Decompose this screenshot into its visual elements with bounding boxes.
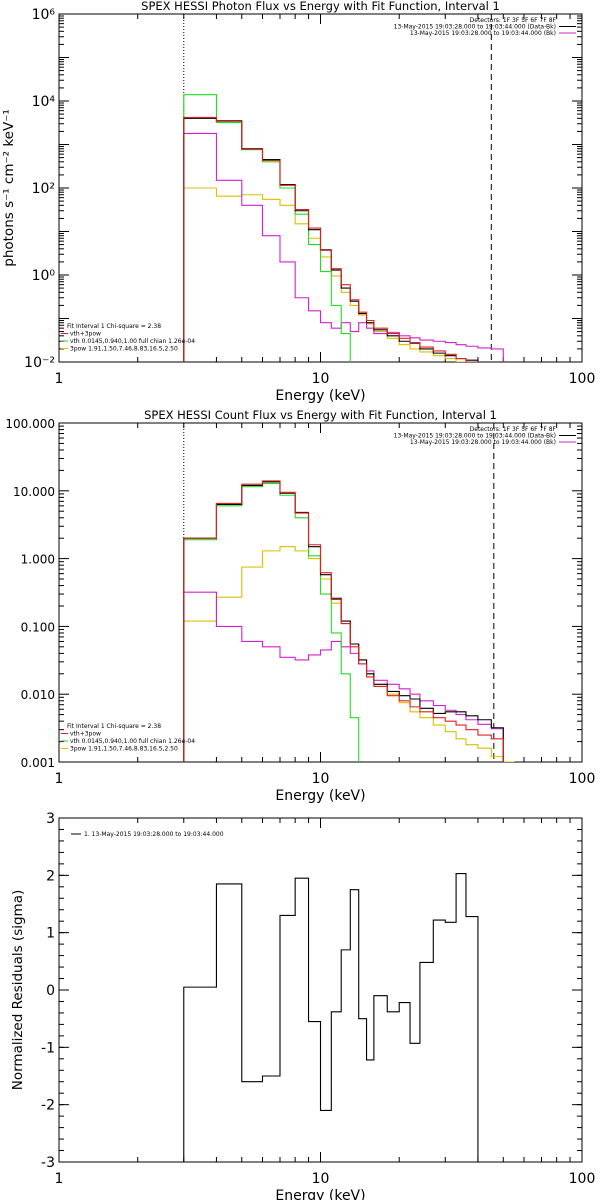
header-line-3: 13-May-2015 19:03:28.000 to 19:03:44.000…	[410, 30, 556, 37]
chart-title: SPEX HESSI Photon Flux vs Energy with Fi…	[141, 0, 500, 13]
header-line-2: 13-May-2015 19:03:28.000 to 19:03:44.000…	[394, 24, 556, 31]
plot-area	[183, 94, 504, 362]
y-tick-label: 10.000	[13, 485, 55, 499]
fit-info-line-2: vth+3pow	[70, 331, 101, 338]
y-tick-label: 10⁶	[32, 7, 56, 23]
series-line-pow	[183, 187, 504, 362]
fit-info-line-4: 3pow 1.91,1.50,7.46,8.83,16.5,2.50	[70, 746, 178, 753]
chart-title: SPEX HESSI Count Flux vs Energy with Fit…	[144, 408, 497, 422]
header-line-1: Detectors: 1F 3F 5F 6F 7F 8F	[470, 426, 557, 433]
x-tick-label: 100	[569, 771, 596, 787]
y-tick-label: 2	[46, 868, 55, 884]
y-tick-label: 1.000	[21, 553, 55, 567]
x-tick-label: 1	[55, 771, 64, 787]
series-line-data	[183, 873, 479, 1162]
series-line-fit	[183, 480, 504, 762]
y-tick-label: 10⁰	[32, 268, 56, 284]
series-line-data	[183, 481, 504, 762]
x-tick-label: 10	[312, 1171, 330, 1187]
x-axis-label: Energy (keV)	[275, 1188, 365, 1200]
chart-panel-3: 1 10 100 Energy (keV) -3 -2 -1 0 1 2 3 Normalized R…	[10, 811, 595, 1200]
x-tick-label: 100	[569, 1171, 596, 1187]
y-axis-label: photons s⁻¹ cm⁻² keV⁻¹	[1, 109, 17, 267]
chart-panel-1: SPEX HESSI Photon Flux vs Energy with Fi…	[1, 0, 596, 404]
x-tick-label: 10	[312, 771, 330, 787]
x-tick-label: 1	[55, 371, 64, 387]
x-axis-label: Energy (keV)	[275, 788, 365, 804]
fit-info-line-3: vth 0.0145,0.940,1.00 full chian 1.26e-0…	[70, 738, 195, 745]
series-line-pow	[183, 546, 525, 762]
y-tick-label: 0	[46, 983, 55, 999]
y-tick-label: 0.010	[21, 688, 55, 702]
y-tick-label: 0.001	[21, 756, 55, 770]
y-axis-label: Normalized Residuals (sigma)	[10, 890, 26, 1091]
y-tick-label: -1	[41, 1040, 55, 1056]
chart-panel-2: SPEX HESSI Count Flux vs Energy with Fit…	[5, 408, 596, 804]
fit-info-line-1: Fit Interval 1 Chi-square = 2.38	[67, 723, 161, 730]
y-tick-label: 10⁴	[32, 94, 56, 110]
series-line-bk	[183, 591, 504, 762]
header-line-3: 13-May-2015 19:03:28.000 to 19:03:44.000…	[410, 439, 556, 446]
x-tick-label: 1	[55, 1171, 64, 1187]
y-tick-label: 100.000	[5, 417, 55, 431]
plot-area	[183, 480, 525, 762]
fit-info-line-3: vth 0.0145,0.940,1.00 full chian 1.26e-0…	[70, 338, 195, 345]
series-line-data	[183, 117, 504, 362]
plot-frame	[58, 13, 583, 363]
y-tick-label: -2	[41, 1098, 55, 1114]
y-tick-label: 3	[46, 811, 55, 827]
series-line-vth	[183, 94, 504, 362]
y-tick-label: 10²	[32, 181, 55, 197]
series-line-bk	[183, 132, 504, 362]
x-tick-label: 10	[312, 371, 330, 387]
fit-info-line-1: Fit Interval 1 Chi-square = 2.38	[67, 323, 161, 330]
x-tick-label: 100	[569, 371, 596, 387]
header-line-1: Detectors: 1F 3F 5F 6F 7F 8F	[470, 17, 557, 24]
y-tick-label: 1	[46, 926, 55, 942]
y-tick-label: 0.100	[21, 620, 55, 634]
y-tick-label: -3	[41, 1155, 55, 1171]
fit-info-line-2: vth+3pow	[70, 731, 101, 738]
header-line-2: 13-May-2015 19:03:28.000 to 19:03:44.000…	[394, 433, 556, 440]
fit-info-line-4: 3pow 1.91,1.50,7.46,8.83,16.5,2.50	[70, 346, 178, 353]
plot-area	[183, 873, 479, 1162]
series-line-vth	[183, 482, 504, 762]
x-axis-label: Energy (keV)	[275, 388, 365, 404]
series-line-fit	[183, 116, 504, 362]
y-tick-label: 10⁻²	[24, 355, 55, 371]
residual-legend-label: 1. 13-May-2015 19:03:28.000 to 19:03:44.…	[84, 831, 224, 838]
